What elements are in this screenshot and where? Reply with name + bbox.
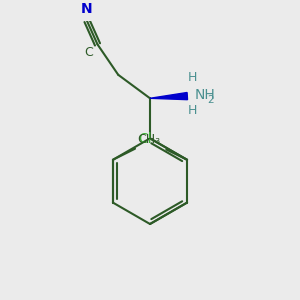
Text: H: H [188, 71, 197, 85]
Text: CH₃: CH₃ [138, 133, 161, 146]
Text: Cl: Cl [138, 132, 152, 146]
Text: C: C [85, 46, 93, 59]
Polygon shape [150, 92, 188, 100]
Text: 2: 2 [208, 95, 214, 105]
Text: N: N [81, 2, 93, 16]
Text: H: H [188, 104, 197, 117]
Text: NH: NH [195, 88, 216, 102]
